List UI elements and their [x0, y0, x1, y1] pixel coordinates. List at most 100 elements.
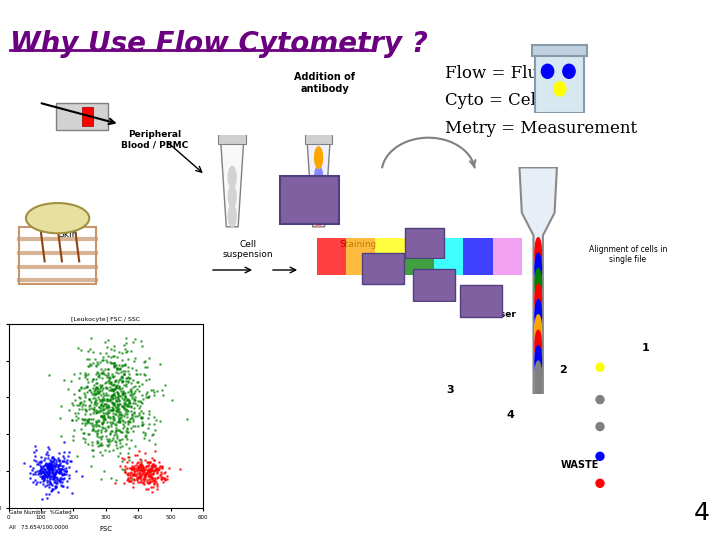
Point [41, 462, 53, 471]
Point [152, 468, 163, 476]
Point [125, 390, 137, 399]
Point [89, 354, 101, 363]
Point [122, 475, 133, 483]
Point [55, 475, 67, 484]
Point [99, 404, 110, 413]
Point [107, 412, 118, 421]
Point [98, 413, 109, 421]
Point [110, 381, 122, 390]
Point [117, 389, 129, 398]
Point [42, 471, 53, 480]
Point [111, 430, 122, 438]
Point [121, 347, 132, 355]
Point [119, 393, 130, 402]
Point [112, 393, 123, 401]
Point [174, 464, 186, 473]
Point [90, 422, 102, 430]
Point [104, 435, 115, 443]
Point [120, 376, 132, 385]
Point [102, 406, 114, 414]
Point [96, 432, 107, 441]
Point [104, 412, 116, 421]
Point [104, 396, 116, 405]
Point [117, 420, 129, 429]
Point [108, 415, 120, 424]
Point [97, 405, 109, 414]
Point [144, 472, 156, 481]
Point [95, 369, 107, 377]
Point [124, 456, 135, 464]
Point [149, 447, 161, 455]
Point [48, 458, 60, 467]
Point [108, 400, 120, 408]
Point [127, 422, 138, 430]
Point [102, 357, 113, 366]
Point [54, 414, 66, 423]
Point [73, 343, 84, 352]
Text: Alignment of cells in
single file: Alignment of cells in single file [589, 245, 667, 265]
Point [52, 461, 63, 469]
Circle shape [563, 64, 575, 78]
Point [126, 464, 138, 472]
Point [89, 398, 101, 407]
Point [145, 467, 156, 475]
Point [48, 472, 60, 481]
Point [122, 407, 134, 415]
Point [141, 387, 153, 396]
Point [118, 370, 130, 379]
Point [55, 465, 67, 474]
Point [141, 478, 153, 487]
Point [57, 456, 68, 465]
Point [95, 411, 107, 420]
Point [32, 460, 43, 469]
Point [42, 442, 53, 451]
Point [96, 441, 108, 449]
Point [145, 463, 157, 472]
Point [154, 462, 166, 471]
Point [47, 475, 58, 483]
Point [44, 465, 55, 474]
Circle shape [535, 238, 541, 269]
Point [66, 416, 78, 425]
Point [144, 468, 156, 477]
Point [101, 390, 112, 399]
Point [82, 416, 94, 425]
Point [142, 472, 153, 481]
Point [121, 425, 132, 434]
Point [117, 402, 128, 410]
Point [109, 384, 121, 393]
Point [122, 373, 133, 381]
Point [41, 461, 53, 469]
Point [109, 436, 120, 445]
Point [156, 463, 168, 471]
Point [124, 444, 135, 453]
Point [68, 389, 80, 398]
Circle shape [228, 186, 236, 207]
Point [132, 477, 144, 486]
Point [96, 394, 108, 403]
Point [135, 456, 147, 464]
Point [116, 373, 127, 382]
Point [131, 475, 143, 484]
Point [142, 465, 153, 474]
Point [55, 478, 66, 487]
Point [94, 448, 106, 456]
Point [87, 394, 99, 402]
Point [120, 382, 132, 390]
Point [48, 471, 60, 480]
Point [122, 410, 133, 418]
Point [48, 472, 59, 481]
Point [85, 403, 96, 412]
Point [150, 474, 162, 482]
Point [137, 463, 148, 471]
Point [48, 455, 60, 464]
Point [120, 401, 132, 410]
Point [81, 406, 92, 414]
Point [96, 385, 108, 394]
Point [37, 467, 49, 475]
Point [59, 456, 71, 465]
Point [47, 467, 58, 475]
Point [58, 469, 69, 478]
Point [45, 462, 56, 471]
Point [48, 462, 59, 470]
